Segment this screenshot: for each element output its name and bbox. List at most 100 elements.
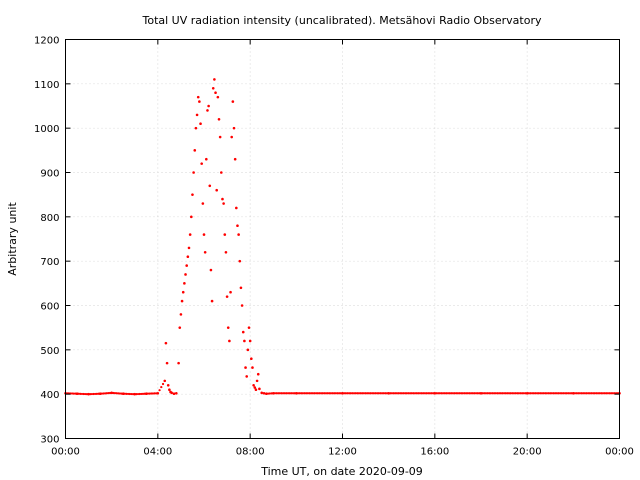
data-point — [496, 392, 499, 395]
data-point — [306, 392, 309, 395]
y-axis-tick-labels: 300 400 500 600 700 800 900 1000 1100 1200 — [34, 36, 59, 446]
data-point — [516, 392, 519, 395]
data-point — [247, 326, 251, 329]
data-point — [453, 392, 456, 395]
data-point — [229, 290, 232, 294]
data-point — [357, 392, 361, 395]
data-point — [168, 388, 171, 392]
data-point — [193, 149, 197, 152]
data-point — [214, 91, 217, 94]
data-point — [512, 392, 516, 395]
data-point — [196, 95, 200, 99]
x-axis-label: Time UT, on date 2020-09-09 — [260, 465, 423, 478]
data-point — [573, 392, 577, 395]
data-point — [252, 384, 255, 387]
data-point — [371, 392, 374, 395]
data-point — [75, 392, 79, 396]
data-point — [305, 392, 308, 395]
data-point — [209, 268, 213, 272]
data-point — [542, 392, 545, 395]
data-point — [582, 392, 585, 395]
data-point — [217, 118, 221, 121]
data-point — [208, 184, 212, 188]
data-point — [595, 392, 598, 395]
plot-frame — [65, 39, 620, 439]
data-point — [585, 392, 588, 395]
data-point — [203, 251, 207, 254]
data-point — [550, 392, 553, 395]
data-point — [100, 392, 103, 395]
data-point — [611, 392, 615, 395]
data-point — [441, 392, 445, 395]
x-tick-label: 04:00 — [143, 447, 172, 458]
data-point — [180, 299, 184, 303]
x-axis-tick-labels: 00:00 04:00 08:00 12:00 16:00 20:00 00:00 — [51, 447, 634, 458]
data-point — [465, 392, 468, 395]
data-point — [610, 392, 613, 395]
data-point — [201, 202, 205, 205]
data-point — [291, 392, 295, 395]
data-point — [527, 392, 530, 395]
data-point — [347, 392, 351, 395]
data-point — [260, 391, 264, 395]
data-point — [377, 392, 380, 395]
data-point — [107, 391, 110, 395]
data-point — [471, 392, 474, 395]
data-point — [473, 392, 476, 395]
data-point — [79, 392, 82, 395]
data-point — [195, 113, 199, 117]
data-point — [369, 392, 372, 395]
data-point — [354, 392, 357, 395]
data-point — [140, 392, 143, 396]
data-point — [166, 384, 170, 387]
data-point — [188, 233, 192, 236]
data-point — [253, 386, 257, 389]
data-point — [164, 341, 168, 345]
data-point — [425, 392, 428, 395]
data-point — [288, 392, 291, 395]
data-point — [110, 391, 113, 395]
y-axis-label: Arbitrary unit — [6, 202, 19, 276]
data-point — [245, 375, 249, 378]
data-point — [407, 392, 410, 395]
data-point — [135, 393, 138, 396]
data-point — [395, 392, 399, 395]
data-point — [221, 197, 224, 201]
data-point — [295, 391, 298, 395]
data-point — [315, 392, 318, 395]
data-point — [273, 392, 276, 395]
data-point — [481, 392, 484, 395]
data-point — [435, 392, 438, 395]
data-point — [177, 361, 180, 365]
data-point — [583, 392, 586, 395]
data-point — [580, 392, 583, 395]
data-point — [254, 388, 258, 392]
data-point — [187, 246, 191, 250]
data-point — [72, 392, 75, 395]
data-point — [366, 392, 369, 395]
data-point — [118, 392, 122, 395]
y-tick-label: 400 — [40, 390, 59, 401]
data-point — [405, 392, 408, 395]
data-point — [554, 392, 557, 395]
data-point — [328, 392, 331, 395]
data-point — [231, 100, 235, 103]
data-point — [448, 392, 451, 395]
data-point — [559, 392, 562, 395]
data-point — [603, 392, 606, 395]
data-point — [450, 392, 453, 395]
data-point — [303, 392, 306, 395]
data-point — [271, 391, 275, 395]
data-point — [316, 392, 319, 395]
data-point — [324, 392, 328, 395]
data-point — [491, 392, 494, 395]
data-point — [323, 392, 326, 395]
data-point — [183, 282, 186, 285]
x-tick-label: 12:00 — [328, 447, 357, 458]
data-point — [361, 392, 364, 395]
data-point — [501, 392, 504, 395]
data-point — [280, 392, 283, 395]
data-point — [532, 392, 535, 395]
data-point — [488, 392, 491, 395]
data-point — [438, 392, 441, 395]
